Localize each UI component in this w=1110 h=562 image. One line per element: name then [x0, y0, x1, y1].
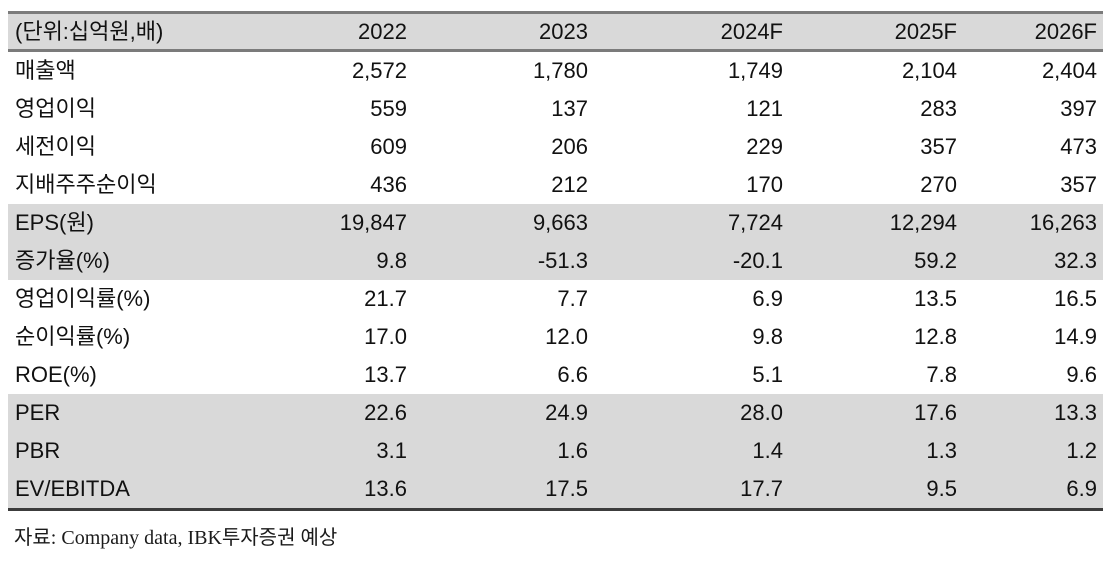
cell-value: 13.6 [243, 470, 413, 510]
cell-value: 1,749 [727, 58, 783, 83]
cell-value: 2,404 [1041, 58, 1097, 83]
cell-value: 14.9 [1054, 324, 1097, 349]
column-header-2025f: 2025F [789, 12, 963, 52]
cell-value: 357 [920, 134, 957, 159]
column-header-2024f: 2024F [594, 12, 789, 52]
cell-value: 270 [920, 172, 957, 197]
table-row-per: PER 22.6 24.9 28.0 17.6 13.3 [8, 394, 1103, 432]
cell-value: 212 [551, 172, 588, 197]
row-label: 순이익률(%) [15, 324, 131, 349]
cell-value: 1.3 [789, 432, 963, 470]
cell-value: 229 [746, 134, 783, 159]
cell-value: 13.7 [364, 362, 407, 387]
cell-value: 357 [1060, 172, 1097, 197]
cell-value: 9.8 [752, 324, 783, 349]
cell-value: 206 [551, 134, 588, 159]
unit-label: (단위:십억원,배) [8, 12, 243, 52]
table-row-operating-profit: 영업이익 559 137 121 283 397 [8, 90, 1103, 128]
source-note: 자료: Company data, IBK투자증권 예상 [14, 527, 338, 549]
cell-value: 9.5 [789, 470, 963, 510]
cell-value: 19,847 [243, 204, 413, 242]
cell-value: 17.7 [594, 470, 789, 510]
cell-value: 32.3 [963, 242, 1103, 280]
cell-value: 6.9 [752, 286, 783, 311]
cell-value: 12.8 [914, 324, 957, 349]
cell-value: -20.1 [594, 242, 789, 280]
row-label: 영업이익률(%) [15, 286, 151, 311]
row-label: 영업이익 [15, 96, 96, 121]
cell-value: 59.2 [789, 242, 963, 280]
row-label: 증가율(%) [8, 242, 243, 280]
cell-value: 16.5 [1054, 286, 1097, 311]
table-row-controlling-net-profit: 지배주주순이익 436 212 170 270 357 [8, 166, 1103, 204]
cell-value: 13.3 [963, 394, 1103, 432]
cell-value: 397 [1060, 96, 1097, 121]
cell-value: 9,663 [413, 204, 594, 242]
row-label: EPS(원) [8, 204, 243, 242]
cell-value: 17.5 [413, 470, 594, 510]
cell-value: 2,572 [351, 58, 407, 83]
cell-value: 6.9 [963, 470, 1103, 510]
cell-value: 1.4 [594, 432, 789, 470]
cell-value: -51.3 [413, 242, 594, 280]
column-header-2023: 2023 [413, 12, 594, 52]
cell-value: 7,724 [594, 204, 789, 242]
cell-value: 6.6 [557, 362, 588, 387]
cell-value: 170 [746, 172, 783, 197]
cell-value: 283 [920, 96, 957, 121]
table-row-eps: EPS(원) 19,847 9,663 7,724 12,294 16,263 [8, 204, 1103, 242]
cell-value: 121 [746, 96, 783, 121]
cell-value: 17.0 [364, 324, 407, 349]
row-label: 지배주주순이익 [15, 172, 157, 197]
column-header-2026f: 2026F [963, 12, 1103, 52]
cell-value: 1.2 [963, 432, 1103, 470]
cell-value: 7.7 [557, 286, 588, 311]
cell-value: 9.8 [243, 242, 413, 280]
table-header-row: (단위:십억원,배) 2022 2023 2024F 2025F 2026F [8, 12, 1103, 52]
row-label: ROE(%) [15, 362, 97, 387]
cell-value: 1.6 [413, 432, 594, 470]
cell-value: 1,780 [532, 58, 588, 83]
table-row-pbr: PBR 3.1 1.6 1.4 1.3 1.2 [8, 432, 1103, 470]
cell-value: 3.1 [243, 432, 413, 470]
cell-value: 436 [370, 172, 407, 197]
cell-value: 9.6 [1066, 362, 1097, 387]
row-label: PBR [8, 432, 243, 470]
cell-value: 21.7 [364, 286, 407, 311]
cell-value: 609 [370, 134, 407, 159]
cell-value: 12,294 [789, 204, 963, 242]
table-row-pretax-profit: 세전이익 609 206 229 357 473 [8, 128, 1103, 166]
cell-value: 13.5 [914, 286, 957, 311]
column-header-2022: 2022 [243, 12, 413, 52]
cell-value: 17.6 [789, 394, 963, 432]
cell-value: 559 [370, 96, 407, 121]
table-row-roe: ROE(%) 13.7 6.6 5.1 7.8 9.6 [8, 356, 1103, 394]
table-row-net-margin: 순이익률(%) 17.0 12.0 9.8 12.8 14.9 [8, 318, 1103, 356]
cell-value: 22.6 [243, 394, 413, 432]
table-row-ev-ebitda: EV/EBITDA 13.6 17.5 17.7 9.5 6.9 [8, 470, 1103, 510]
table-row-eps-growth: 증가율(%) 9.8 -51.3 -20.1 59.2 32.3 [8, 242, 1103, 280]
cell-value: 24.9 [413, 394, 594, 432]
cell-value: 2,104 [901, 58, 957, 83]
cell-value: 7.8 [926, 362, 957, 387]
cell-value: 5.1 [752, 362, 783, 387]
row-label: 매출액 [15, 58, 76, 83]
cell-value: 12.0 [545, 324, 588, 349]
cell-value: 16,263 [963, 204, 1103, 242]
cell-value: 473 [1060, 134, 1097, 159]
financial-summary-table: (단위:십억원,배) 2022 2023 2024F 2025F 2026F 매… [8, 11, 1103, 511]
table-row-revenue: 매출액 2,572 1,780 1,749 2,104 2,404 [8, 51, 1103, 91]
row-label: 세전이익 [15, 134, 96, 159]
table-row-operating-margin: 영업이익률(%) 21.7 7.7 6.9 13.5 16.5 [8, 280, 1103, 318]
cell-value: 28.0 [594, 394, 789, 432]
row-label: PER [8, 394, 243, 432]
row-label: EV/EBITDA [8, 470, 243, 510]
cell-value: 137 [551, 96, 588, 121]
